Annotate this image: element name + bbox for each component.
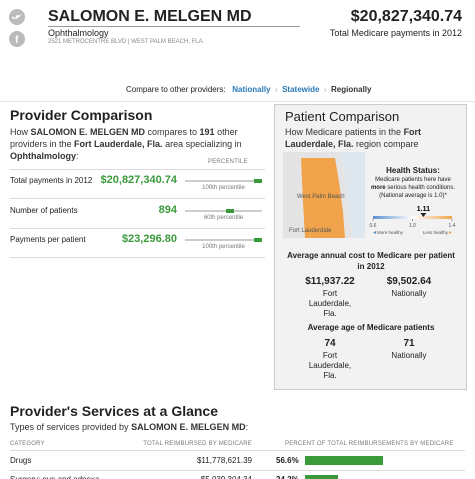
stat-label: Fort Lauderdale, Fla.: [308, 351, 352, 380]
text-run: area specializing in: [162, 139, 242, 149]
percent: 24.2%: [276, 475, 299, 479]
text-run: serious health conditions. (National ave…: [379, 185, 456, 199]
column-header: TOTAL REIMBURSED BY MEDICARE: [143, 441, 252, 447]
tick-label: 0.6: [370, 223, 377, 229]
intro: How SALOMON E. MELGEN MD compares to 191…: [10, 126, 265, 162]
text-run: Medicare patients here have: [375, 177, 451, 183]
tick-label: 1.0: [409, 223, 416, 229]
stat-label: Nationally: [391, 351, 427, 360]
text-run: compares to: [145, 127, 200, 137]
facebook-icon[interactable]: [9, 31, 25, 47]
text-run: How Medicare patients in the: [285, 127, 404, 137]
column-header: PERCENT OF TOTAL REIMBURSEMENTS BY MEDIC…: [285, 441, 454, 447]
row-value: $23,296.80: [121, 233, 177, 245]
row-label: Total payments in 2012: [10, 176, 93, 185]
percentile-track: [185, 209, 262, 212]
text-run: 191: [199, 127, 215, 137]
address: 2521 METROCENTRE BLVD | WEST PALM BEACH,…: [48, 39, 205, 45]
percentile-track: [185, 180, 262, 182]
total: $11,778,621.39: [196, 456, 252, 465]
column-header: CATEGORY: [10, 441, 45, 447]
row-divider: [10, 470, 465, 471]
percentile-label: 60th percentile: [203, 214, 244, 221]
compare-nav: Compare to other providers: Nationally ›…: [126, 85, 372, 94]
text-run: other providers in the: [10, 127, 238, 149]
row-divider: [10, 227, 265, 229]
nav-link[interactable]: Statewide: [282, 85, 320, 94]
arrow: [449, 231, 452, 234]
stat-value: $11,937.22: [305, 276, 355, 287]
percentile-marker: [254, 238, 262, 242]
percent-bar: [305, 456, 384, 465]
stat-value: $9,502.64: [386, 276, 432, 287]
text-run: SALOMON E. MELGEN MD: [30, 127, 146, 137]
stat-value: 74: [324, 338, 336, 349]
row-label: Number of patients: [10, 205, 78, 215]
nav-link[interactable]: Regionally: [331, 85, 372, 94]
provider-name: SALOMON E. MELGEN MD: [48, 8, 252, 25]
value-marker: [420, 213, 427, 217]
percentile-track: [185, 239, 262, 241]
age-title: Average age of Medicare patients: [307, 323, 435, 332]
total-payments: $20,827,340.74: [350, 8, 462, 25]
nav-link[interactable]: Nationally: [232, 85, 271, 94]
text-run: more: [370, 185, 386, 191]
compare-label: Compare to other providers:: [126, 85, 226, 94]
svg-text:f: f: [15, 35, 19, 46]
social-icons: f: [9, 9, 25, 47]
row-divider: [10, 257, 265, 258]
text-run: Fort Lauderdale, Fla.: [285, 127, 422, 149]
specialty: Ophthalmology: [48, 28, 109, 38]
health-description: Medicare patients here have more serious…: [368, 176, 458, 200]
text-run: :: [76, 151, 79, 161]
map-label: Fort Lauderdale: [289, 228, 332, 234]
text-run: Fort Lauderdale, Fla.: [74, 139, 163, 149]
arrow: [373, 231, 376, 234]
tick-label: 1.4: [449, 223, 456, 229]
category: Surgery: eye and adnexa: [10, 475, 99, 479]
health-value: 1.11: [417, 206, 430, 213]
row-value: $20,827,340.74: [100, 174, 177, 186]
cost-title: Average annual cost to Medicare per pati…: [287, 251, 455, 271]
row-label: Payments per patient: [10, 235, 86, 244]
health-scale: 0.6 1.0 1.4 1.11 More healthy Less healthy: [370, 206, 456, 235]
total-payments-label: Total Medicare payments in 2012: [329, 28, 462, 38]
column-header: PERCENTILE: [208, 159, 248, 165]
section-title: Patient Comparison: [285, 109, 400, 124]
section-title: Provider Comparison: [10, 107, 153, 123]
text-run: Ophthalmology: [10, 151, 76, 161]
percentile-label: 100th percentile: [202, 185, 245, 191]
percentile-marker: [226, 208, 235, 213]
less-healthy: Less healthy: [423, 230, 449, 235]
more-healthy: More healthy: [377, 230, 404, 235]
percentile-marker: [254, 179, 262, 183]
text-run: SALOMON E. MELGEN MD: [131, 422, 246, 432]
row-divider: [10, 198, 265, 199]
percentile-label: 100th percentile: [202, 244, 245, 250]
text-run: Types of services provided by: [10, 422, 132, 432]
category: Drugs: [10, 456, 32, 465]
region-map: West Palm Beach Fort Lauderdale: [283, 152, 365, 238]
map-label: West Palm Beach: [297, 194, 345, 200]
section-title: Provider's Services at a Glance: [10, 403, 219, 419]
stat-value: 71: [403, 338, 415, 349]
total: $5,039,304.34: [201, 475, 252, 479]
health-title: Health Status:: [386, 166, 440, 175]
intro: Types of services provided by SALOMON E.…: [10, 422, 248, 432]
scale-bar: [373, 216, 452, 219]
percent-bar: [305, 475, 339, 479]
row-value: 894: [158, 203, 177, 216]
text-run: How: [10, 127, 31, 137]
stat-label: Nationally: [391, 289, 427, 298]
percent: 56.6%: [276, 456, 299, 465]
text-run: :: [245, 422, 249, 432]
stat-label: Fort Lauderdale, Fla.: [308, 289, 352, 318]
